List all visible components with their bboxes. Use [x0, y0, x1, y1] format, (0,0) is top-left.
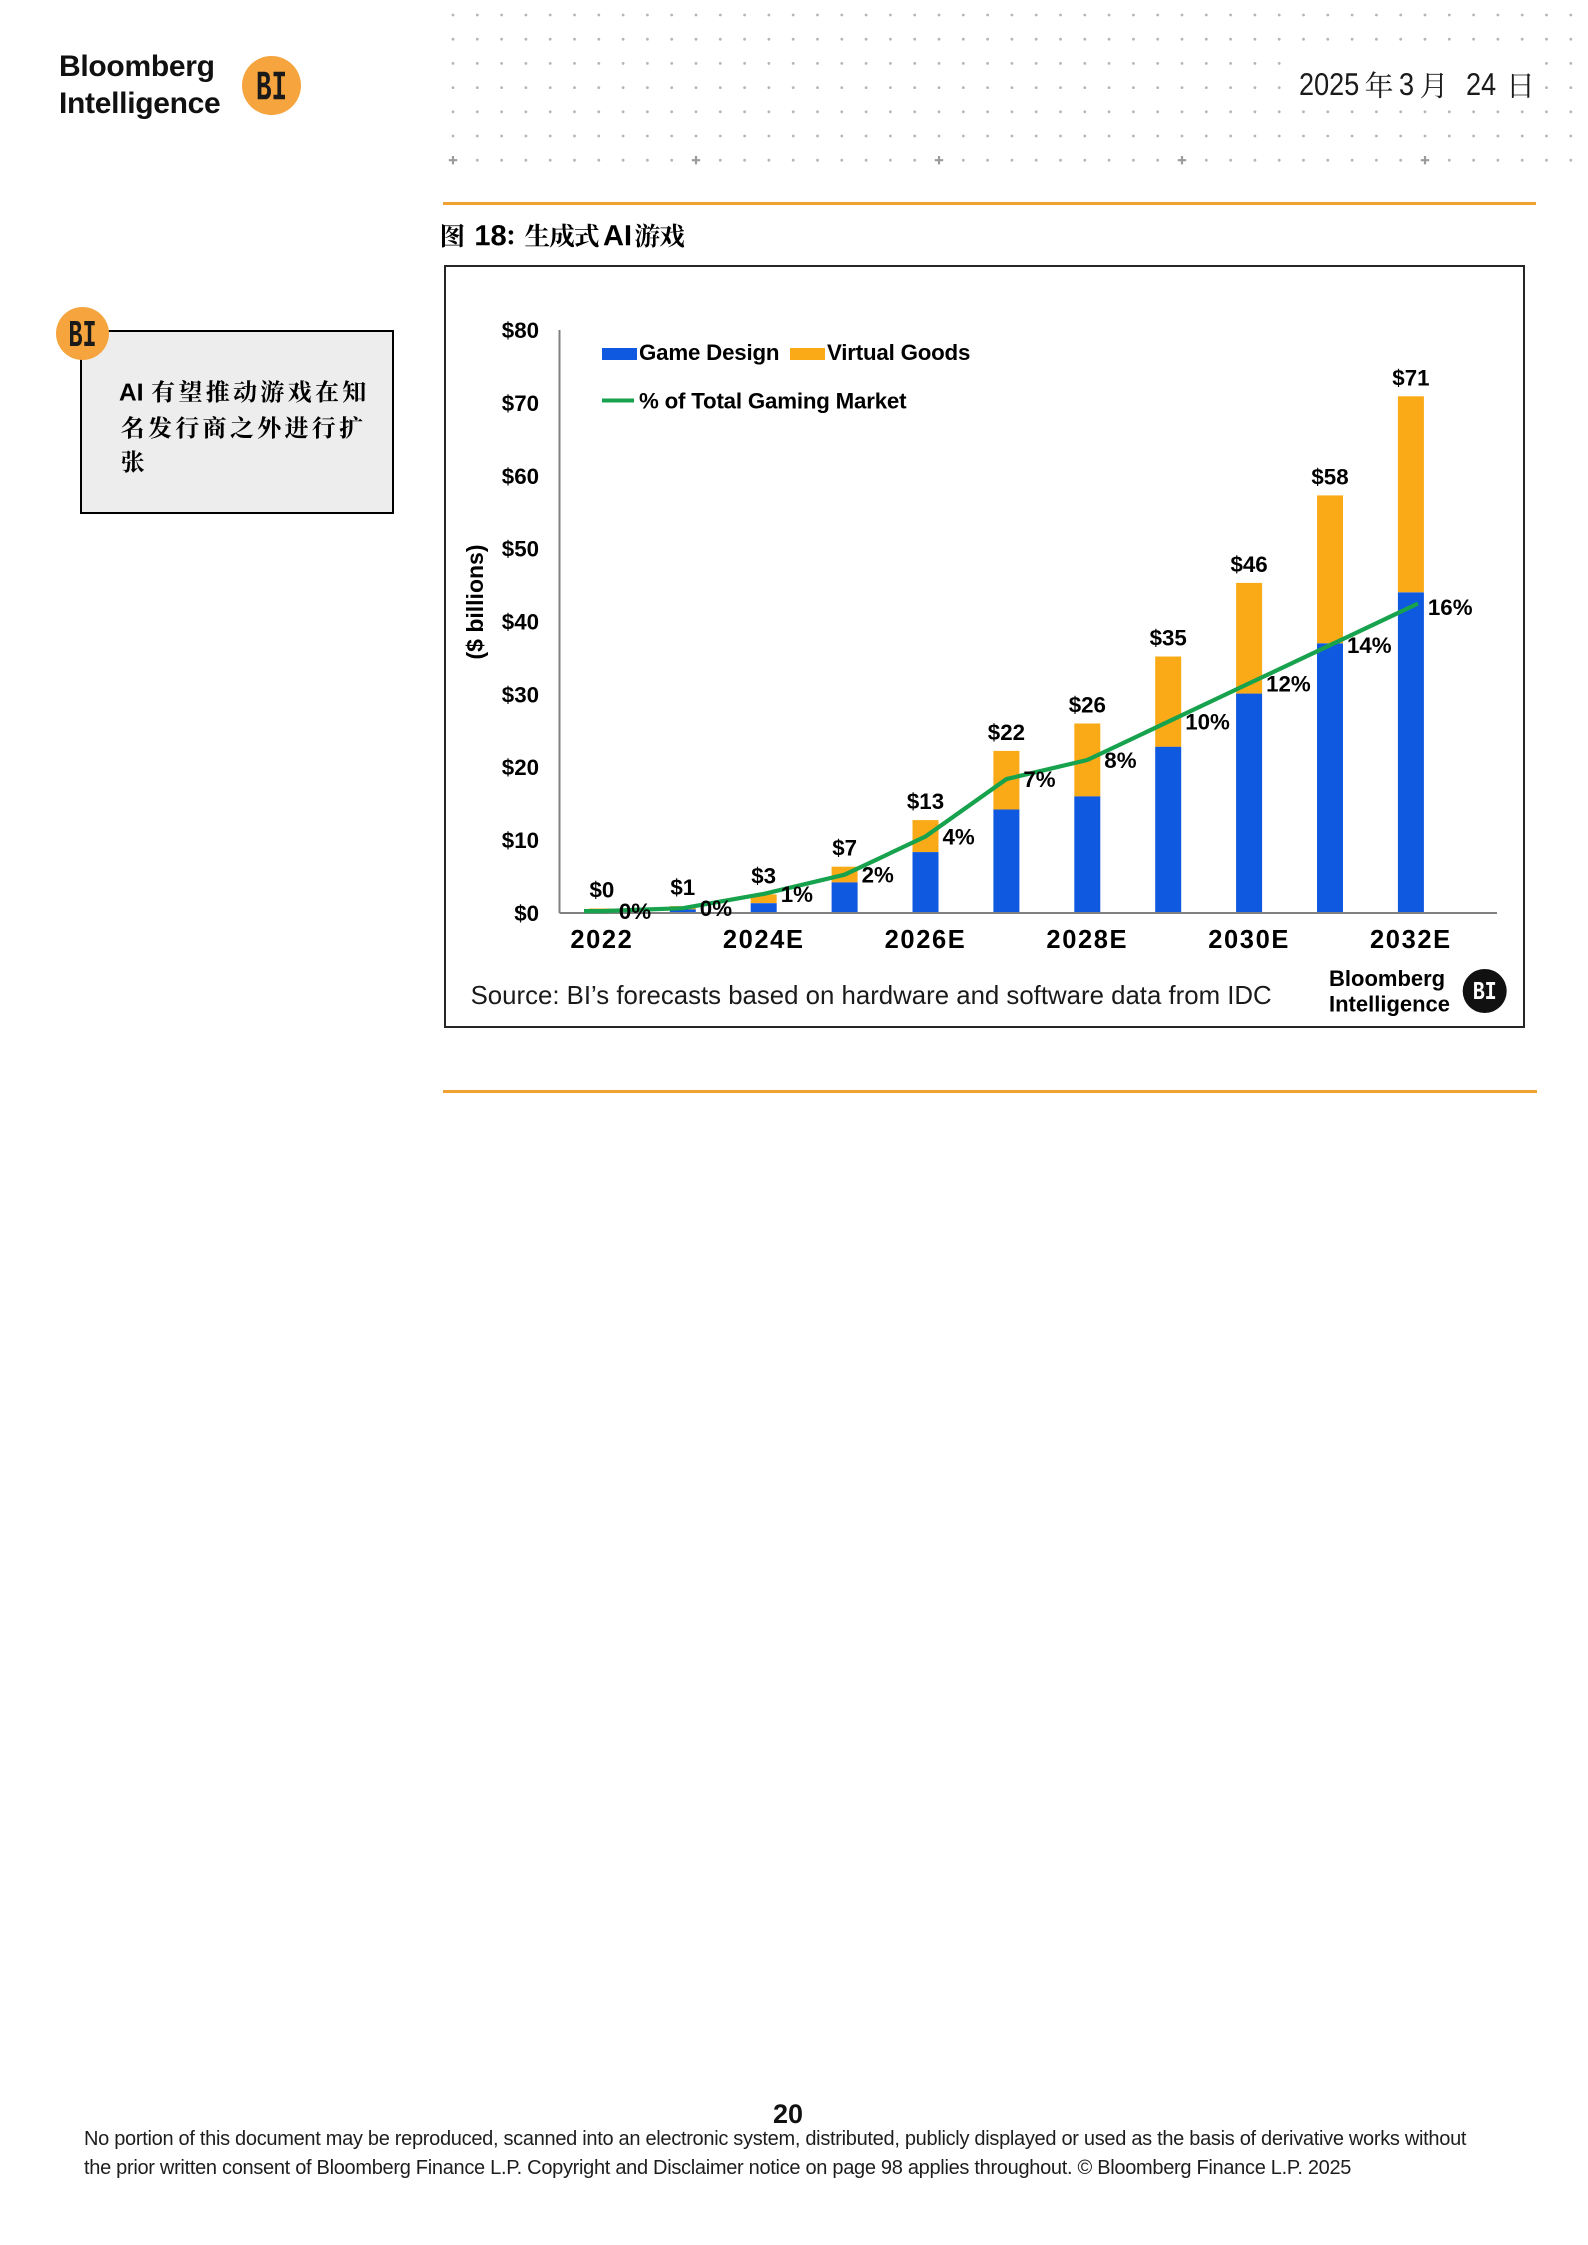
svg-text:2022: 2022 [570, 926, 633, 954]
svg-text:BI: BI [1473, 977, 1497, 1007]
svg-text:$26: $26 [1069, 693, 1106, 718]
svg-text:$70: $70 [502, 391, 539, 416]
svg-text:0%: 0% [700, 896, 732, 921]
svg-text:$58: $58 [1311, 464, 1348, 489]
svg-text:2032E: 2032E [1370, 926, 1452, 954]
svg-text:0%: 0% [619, 899, 651, 924]
svg-text:$10: $10 [502, 828, 539, 853]
svg-text:% of Total Gaming Market: % of Total Gaming Market [639, 389, 907, 414]
svg-text:$40: $40 [502, 610, 539, 635]
svg-text:7%: 7% [1023, 767, 1055, 792]
svg-text:$0: $0 [514, 901, 539, 926]
svg-text:Virtual Goods: Virtual Goods [827, 340, 970, 365]
svg-text:2026E: 2026E [885, 926, 967, 954]
svg-text:Bloomberg: Bloomberg [1329, 966, 1445, 991]
svg-text:$71: $71 [1392, 365, 1429, 390]
svg-text:$50: $50 [502, 537, 539, 562]
svg-text:$7: $7 [832, 836, 857, 861]
svg-text:Game Design: Game Design [639, 340, 779, 365]
svg-text:14%: 14% [1347, 633, 1392, 658]
svg-text:10%: 10% [1185, 710, 1230, 735]
svg-text:$13: $13 [907, 789, 944, 814]
svg-text:($ billions): ($ billions) [462, 545, 488, 660]
svg-text:2%: 2% [862, 863, 894, 888]
svg-text:8%: 8% [1104, 748, 1136, 773]
svg-text:1%: 1% [781, 882, 813, 907]
svg-text:16%: 16% [1428, 595, 1473, 620]
svg-text:Source: BI’s forecasts based o: Source: BI’s forecasts based on hardware… [471, 982, 1272, 1010]
svg-text:$1: $1 [670, 875, 695, 900]
svg-text:12%: 12% [1266, 671, 1311, 696]
svg-text:$20: $20 [502, 755, 539, 780]
svg-text:$3: $3 [751, 863, 776, 888]
svg-text:$35: $35 [1150, 626, 1187, 651]
svg-text:2030E: 2030E [1208, 926, 1290, 954]
svg-text:4%: 4% [943, 825, 975, 850]
svg-text:$0: $0 [589, 878, 614, 903]
svg-text:Intelligence: Intelligence [1329, 992, 1450, 1017]
svg-text:2024E: 2024E [723, 926, 805, 954]
svg-text:$22: $22 [988, 720, 1025, 745]
svg-text:$46: $46 [1230, 552, 1267, 577]
svg-text:2028E: 2028E [1046, 926, 1128, 954]
svg-text:$80: $80 [502, 318, 539, 343]
svg-text:$30: $30 [502, 682, 539, 707]
svg-text:$60: $60 [502, 464, 539, 489]
